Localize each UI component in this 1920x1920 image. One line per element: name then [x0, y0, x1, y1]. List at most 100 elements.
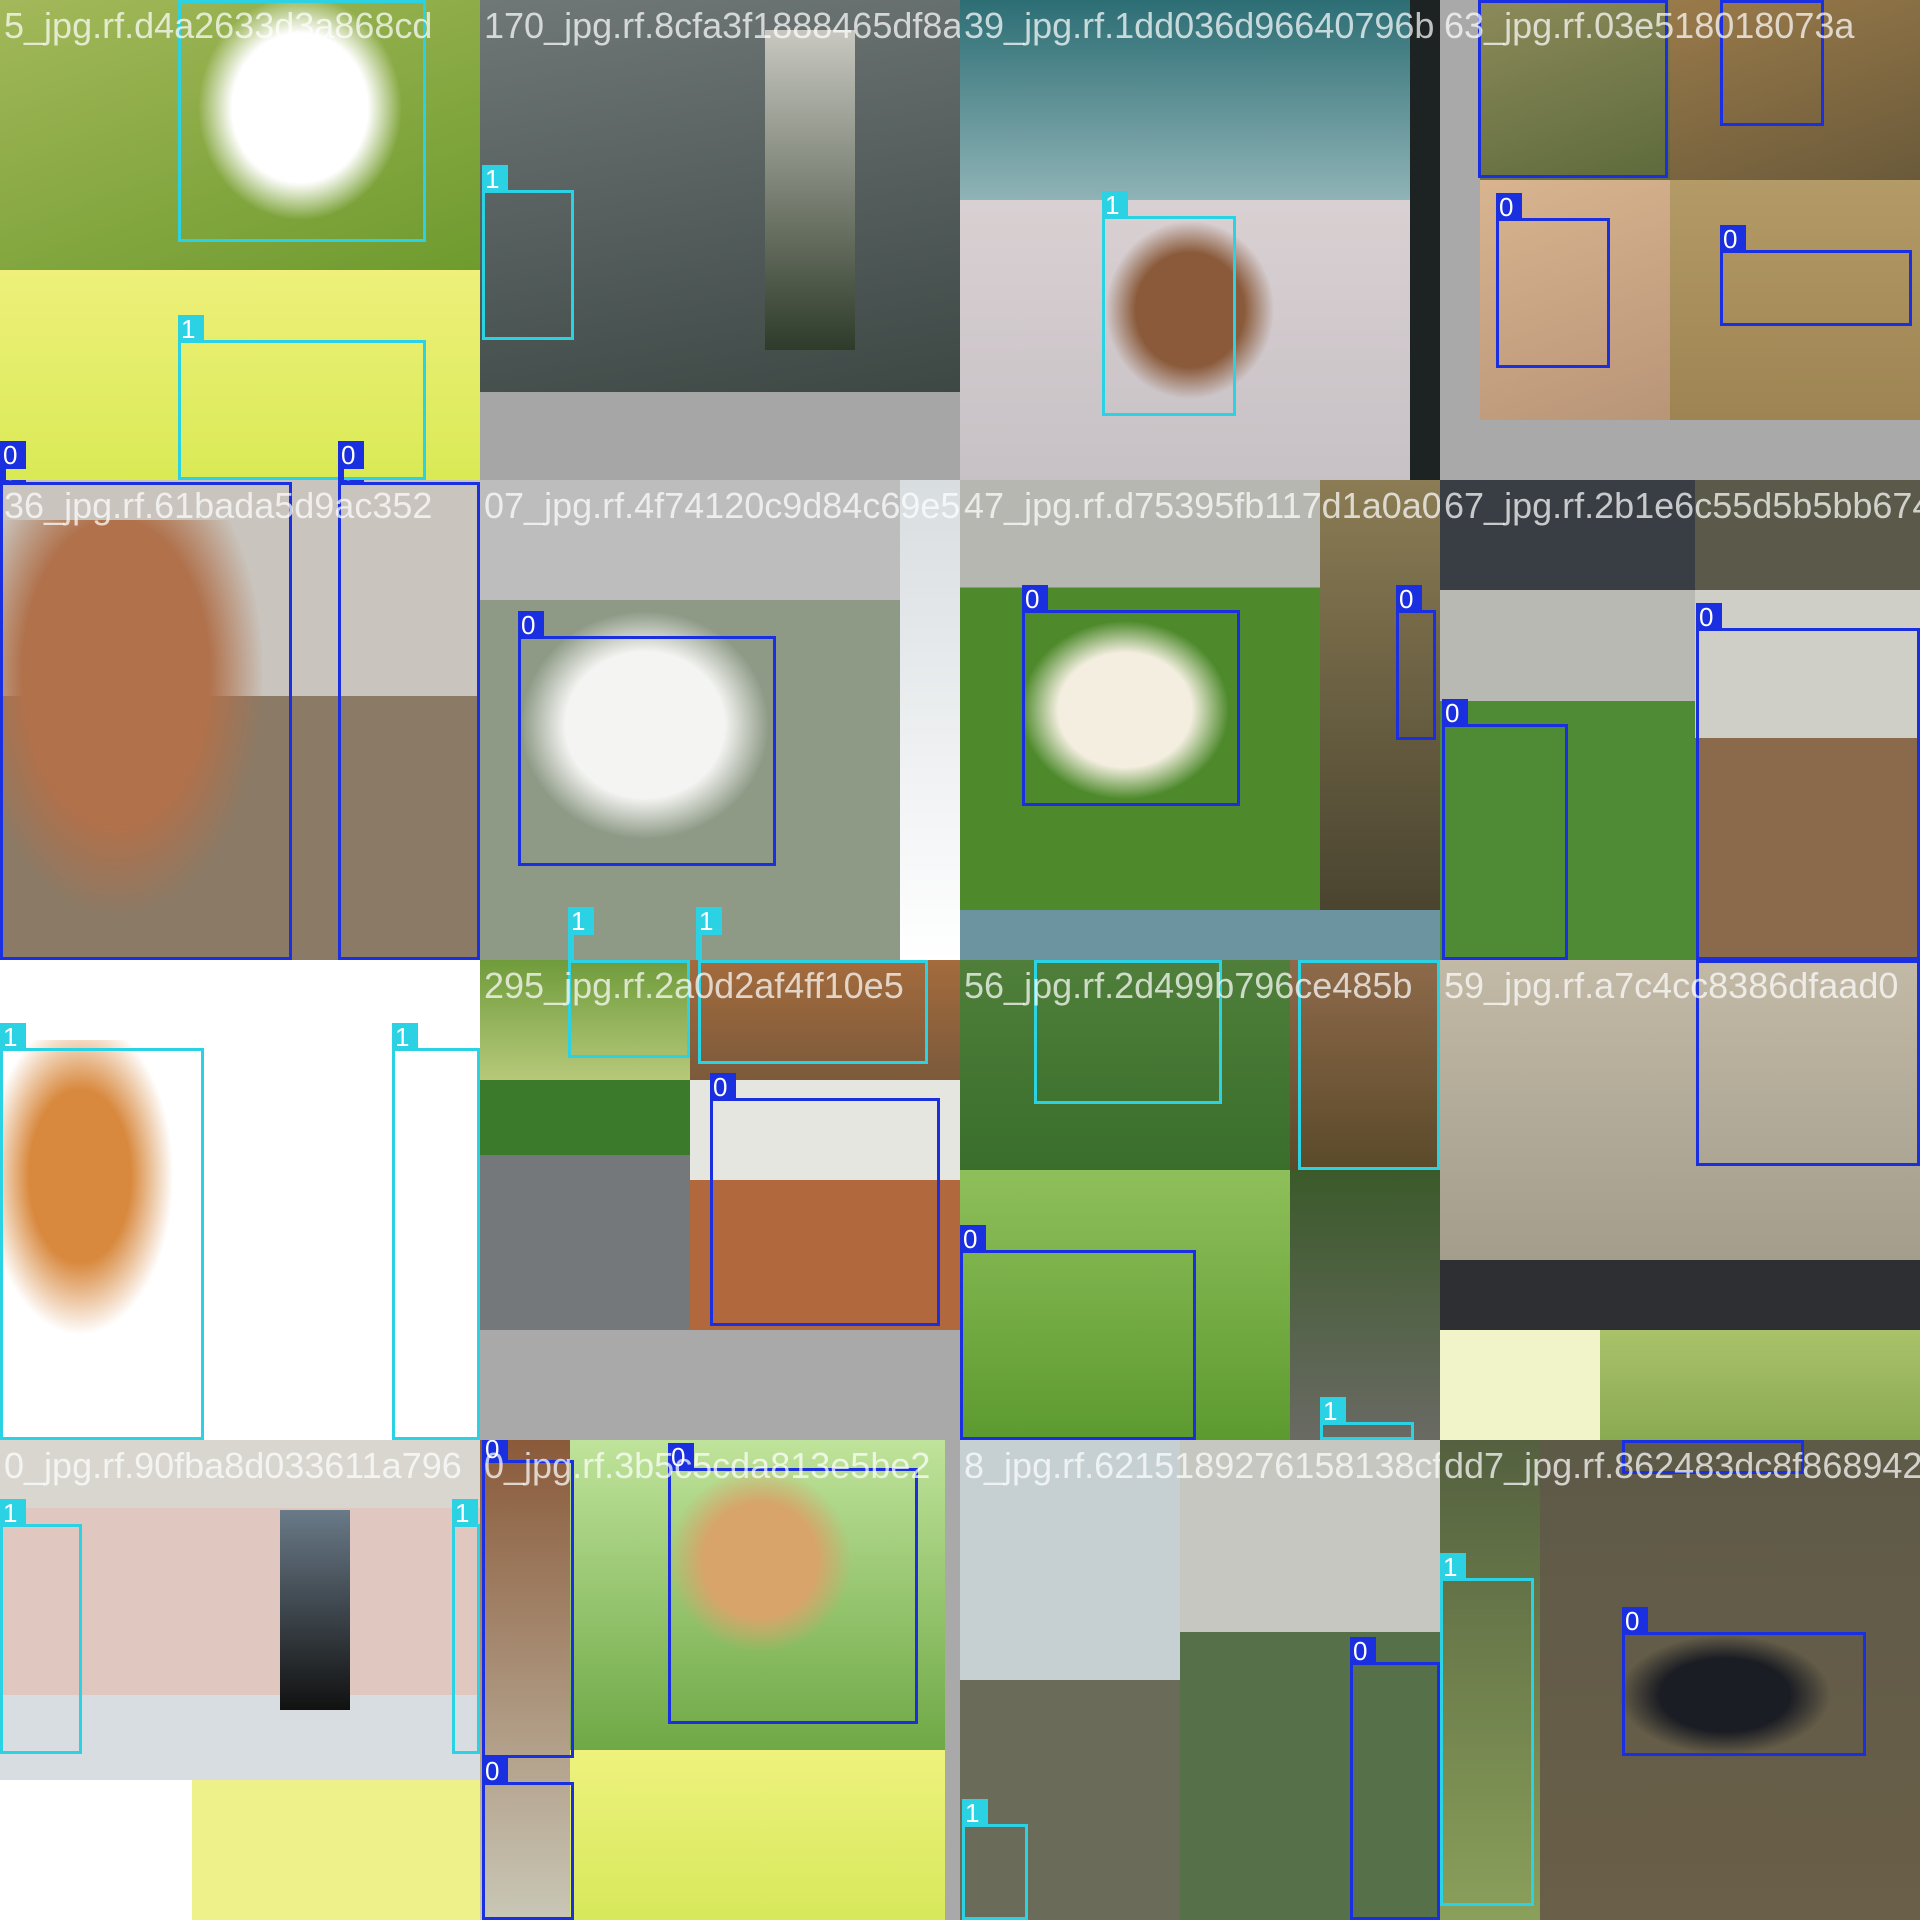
bounding-box-class-0: 0 — [1696, 603, 1920, 960]
class-label: 0 — [1622, 1440, 1648, 1443]
photo-region — [1440, 480, 1695, 590]
photo-region — [960, 910, 1440, 960]
image-filename: 56_jpg.rf.2d499b796ce485b — [964, 965, 1413, 1006]
bounding-box-class-1: 1 — [962, 1799, 1028, 1920]
image-filename: 5_jpg.rf.d4a2633d3a868cd — [4, 5, 433, 46]
class-label: 0 — [1696, 603, 1722, 631]
bounding-box-class-0: 0 — [1496, 193, 1610, 368]
class-label: 1 — [568, 960, 594, 963]
tile-r3c2: 1 1 0 295_jpg.rf.2a0d2af4ff10e5 — [480, 960, 960, 1440]
photo-region — [1105, 220, 1275, 400]
bounding-box-class-1: 1 — [568, 907, 594, 960]
class-label: 0 — [0, 480, 26, 485]
bounding-box-class-1: 1 — [392, 1023, 480, 1440]
class-label: 1 — [178, 0, 204, 3]
bounding-box-class-0: 0 — [518, 611, 776, 866]
photo-region — [0, 270, 480, 480]
bounding-box-class-0: 0 — [710, 1073, 940, 1326]
tile-r2c1: 0 036_jpg.rf.61bada5d9ac352 — [0, 480, 480, 960]
bounding-box-class-1: 1 — [1298, 960, 1440, 1170]
photo-region — [480, 1440, 570, 1920]
image-filename: 63_jpg.rf.03e518018073a — [1444, 5, 1855, 46]
bounding-box-class-0: 0 — [1478, 0, 1668, 178]
class-label: 1 — [1440, 1553, 1466, 1581]
photo-region — [1290, 1170, 1440, 1440]
photo-region — [0, 1780, 480, 1920]
class-label: 0 — [1496, 193, 1522, 221]
photo-region — [960, 0, 1440, 200]
bounding-box-class-0: 0 — [1396, 585, 1436, 740]
photo-region — [690, 960, 960, 1080]
image-filename: 0_jpg.rf.3b5c5cda813e5be2 — [484, 1445, 931, 1486]
photo-region — [1440, 960, 1920, 1260]
class-label: 1 — [1102, 191, 1128, 219]
class-label: 1 — [392, 1023, 418, 1051]
photo-region — [0, 1040, 200, 1380]
image-filename: 39_jpg.rf.1dd036d96640796b — [964, 5, 1435, 46]
bounding-box-class-0: 0 — [668, 1443, 918, 1724]
bounding-box-class-0: 0 — [338, 441, 364, 480]
bounding-box-class-0: 0 — [1720, 0, 1824, 126]
class-label: 0 — [960, 1225, 986, 1253]
bounding-box-class-1: 1 — [1440, 1553, 1534, 1906]
bounding-box-class-1: 1 — [482, 165, 574, 340]
bounding-box-class-0: 0 — [1622, 1440, 1804, 1474]
photo-region — [660, 1460, 860, 1660]
photo-region — [765, 30, 855, 350]
photo-region — [1670, 180, 1920, 420]
photo-region — [480, 392, 960, 480]
bounding-box-class-1: 1 — [568, 960, 690, 1058]
class-label: 1 — [568, 907, 594, 935]
photo-region — [480, 0, 960, 392]
tile-r3c4: 0 59_jpg.rf.a7c4cc8386dfaad0 — [1440, 960, 1920, 1440]
image-filename: 67_jpg.rf.2b1e6c55d5b5bb674 — [1444, 485, 1920, 526]
tile-r4c2: 0 0 0 0_jpg.rf.3b5c5cda813e5be2 — [480, 1440, 960, 1920]
class-label: 1 — [962, 1799, 988, 1827]
class-label: 0 — [338, 480, 364, 485]
bounding-box-class-1: 1 — [178, 0, 426, 242]
class-label: 0 — [338, 441, 364, 469]
photo-region — [1290, 960, 1440, 1170]
image-filename: 8_jpg.rf.6215189276158138cfa — [964, 1445, 1440, 1486]
tile-r2c4: 0 0 67_jpg.rf.2b1e6c55d5b5bb674 — [1440, 480, 1920, 960]
class-label: 0 — [1720, 225, 1746, 253]
class-label: 1 — [698, 960, 724, 963]
image-filename: 170_jpg.rf.8cfa3f1888465df8a — [484, 5, 960, 46]
tile-r1c4: 0 0 0 0 63_jpg.rf.03e518018073a — [1440, 0, 1920, 480]
photo-region — [960, 1170, 1290, 1440]
photo-region — [480, 960, 690, 1080]
photo-region — [1440, 1440, 1540, 1920]
tile-r4c3: 1 0 8_jpg.rf.6215189276158138cfa — [960, 1440, 1440, 1920]
image-filename: 36_jpg.rf.61bada5d9ac352 — [4, 485, 433, 526]
bounding-box-class-0: 0 — [1720, 225, 1912, 326]
bounding-box-class-0: 0 — [0, 480, 292, 960]
photo-region — [690, 1080, 960, 1330]
bounding-box-class-0: 0 — [960, 1225, 1196, 1440]
bounding-box-class-0: 0 — [1442, 699, 1568, 960]
photo-region — [280, 1510, 350, 1710]
image-filename: 9_jpg.rf.b93437ccbdf4bd802 — [4, 965, 461, 1006]
class-label: 0 — [0, 441, 26, 469]
tile-r4c4: 0 1 0 dd7_jpg.rf.862483dc8f8689428 — [1440, 1440, 1920, 1920]
image-filename: 295_jpg.rf.2a0d2af4ff10e5 — [484, 965, 904, 1006]
tile-r4c1: 1 1 0_jpg.rf.90fba8d033611a796 — [0, 1440, 480, 1920]
photo-region — [480, 1080, 690, 1330]
bounding-box-class-0: 0 — [1350, 1637, 1440, 1920]
bounding-box-class-1: 1 — [1320, 1397, 1414, 1440]
class-label: 0 — [482, 1440, 508, 1463]
photo-region — [1610, 1630, 1840, 1760]
photo-region — [570, 1750, 945, 1920]
bounding-box-class-1: 1 — [0, 1023, 204, 1440]
class-label: 1 — [0, 1023, 26, 1051]
class-label: 0 — [1720, 0, 1746, 3]
class-label: 1 — [0, 1499, 26, 1527]
tile-r3c1: 1 1 9_jpg.rf.b93437ccbdf4bd802 — [0, 960, 480, 1440]
bounding-box-class-0: 0 — [338, 480, 480, 960]
class-label: 0 — [668, 1443, 694, 1471]
class-label: 0 — [1622, 1607, 1648, 1635]
class-label: 0 — [1478, 0, 1504, 3]
photo-region — [1695, 480, 1920, 590]
photo-region — [960, 1440, 1180, 1920]
bounding-box-class-0: 0 — [0, 441, 26, 480]
